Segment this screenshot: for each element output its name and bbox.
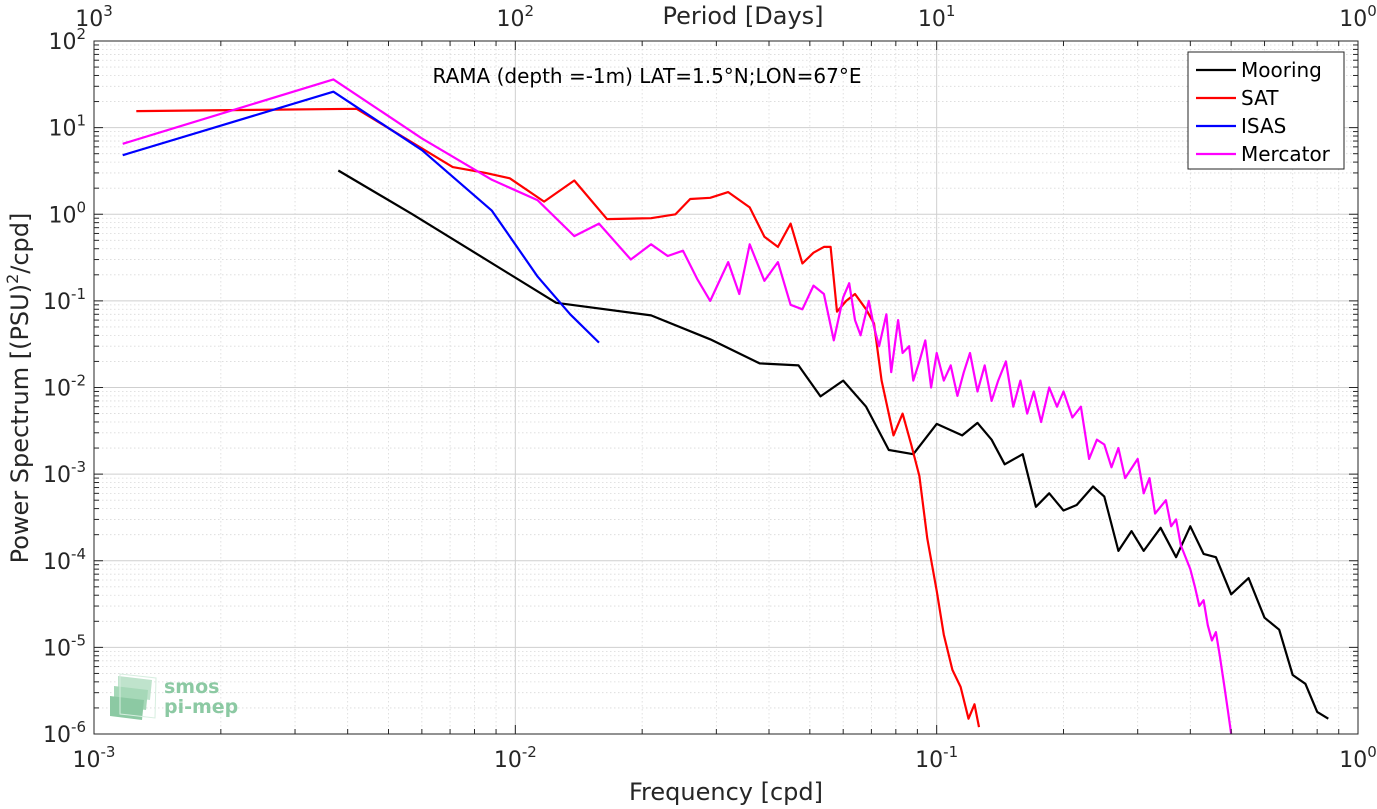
legend-label-mercator: Mercator [1241, 142, 1331, 166]
y-tick-label: 101 [48, 112, 86, 142]
x-tick-label: 10-3 [73, 743, 116, 773]
y-tick-label: 10-1 [43, 285, 86, 315]
y-tick-label: 10-3 [43, 458, 86, 488]
y-tick-label: 10-6 [43, 718, 86, 748]
logo-line2: pi-mep [164, 696, 238, 718]
series-line-isas [122, 90, 600, 344]
y-tick-label: 100 [48, 198, 86, 228]
y-tick-label: 10-4 [43, 545, 86, 575]
tick-marks [93, 40, 1359, 735]
smos-pimep-logo: smos pi-mep [110, 673, 238, 720]
y-axis-label: Power Spectrum [(PSU)2/cpd] [3, 213, 34, 564]
legend-label-mooring: Mooring [1241, 58, 1322, 82]
top-axis-label: Period [Days] [662, 2, 823, 30]
top-tick-label: 100 [1339, 2, 1377, 32]
y-tick-label: 10-2 [43, 372, 86, 402]
legend-box [1187, 51, 1345, 170]
top-tick-label: 103 [75, 2, 113, 32]
x-tick-label: 10-2 [494, 743, 537, 773]
series-line-mercator [122, 78, 1233, 734]
y-tick-label: 102 [48, 25, 86, 55]
legend: Mooring SAT ISAS Mercator [1187, 51, 1345, 170]
x-axis-label: Frequency [cpd] [629, 778, 823, 806]
y-tick-label: 10-5 [43, 631, 86, 661]
legend-label-sat: SAT [1241, 86, 1279, 110]
series-group [122, 78, 1329, 734]
series-line-mooring [337, 169, 1329, 720]
legend-label-isas: ISAS [1241, 114, 1286, 138]
logo-line1: smos [164, 676, 219, 698]
x-tick-label: 100 [1339, 743, 1377, 773]
top-tick-label: 102 [497, 2, 535, 32]
chart-title: RAMA (depth =-1m) LAT=1.5°N;LON=67°E [433, 64, 862, 88]
minor-grid [94, 41, 1358, 734]
x-tick-label: 10-1 [915, 743, 958, 773]
series-line-sat [136, 107, 981, 728]
top-tick-label: 101 [918, 2, 956, 32]
logo-mark [110, 673, 157, 720]
